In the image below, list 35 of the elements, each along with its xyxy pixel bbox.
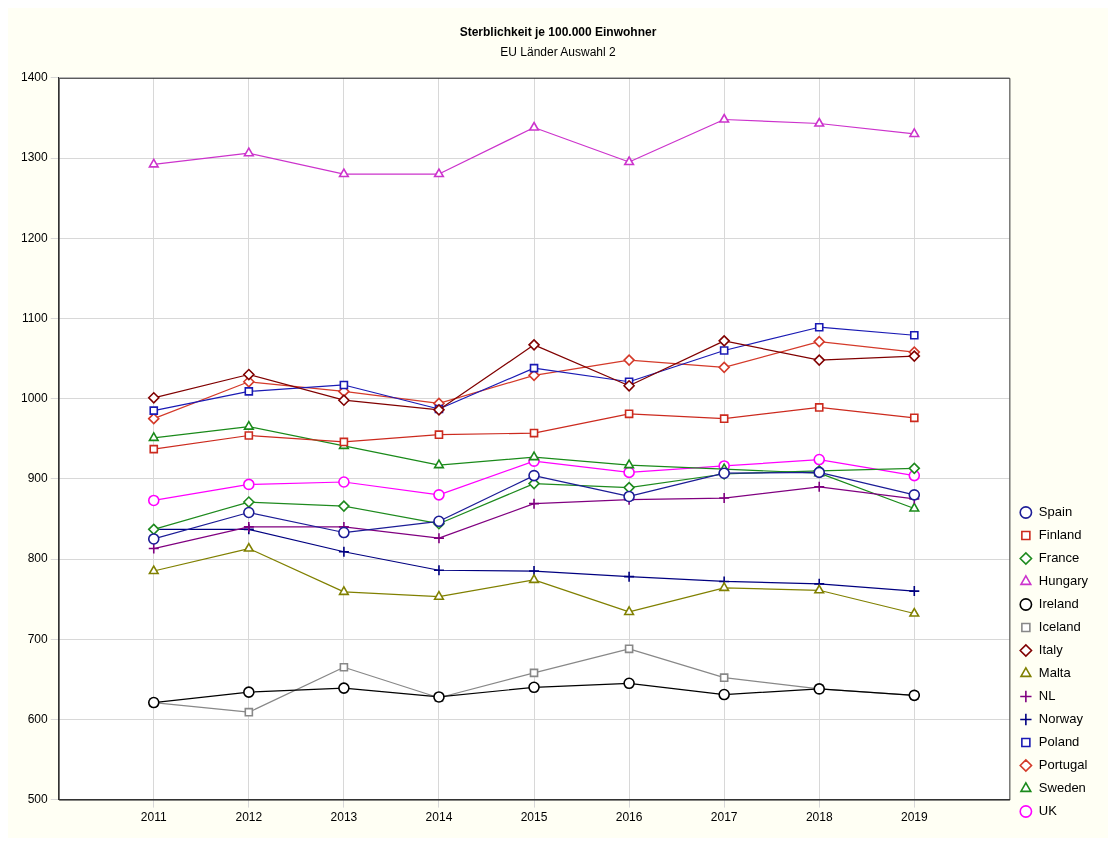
chart-subtitle: EU Länder Auswahl 2 bbox=[500, 44, 617, 59]
x-tick-label: 2013 bbox=[330, 810, 358, 825]
legend-label: Spain bbox=[1038, 504, 1073, 520]
y-tick-label: 1300 bbox=[20, 150, 49, 165]
x-tick-label: 2016 bbox=[615, 810, 643, 825]
y-tick-label: 900 bbox=[27, 471, 49, 486]
x-tick-label: 2011 bbox=[140, 810, 167, 825]
y-tick-label: 500 bbox=[27, 791, 49, 806]
legend-label: NL bbox=[1038, 688, 1056, 704]
y-tick-label: 600 bbox=[27, 711, 49, 726]
y-tick-label: 1100 bbox=[21, 310, 49, 325]
legend-label: Sweden bbox=[1038, 780, 1086, 796]
x-tick-label: 2012 bbox=[235, 810, 263, 825]
y-tick-label: 1000 bbox=[20, 390, 49, 405]
legend-label: France bbox=[1038, 550, 1080, 566]
x-tick-label: 2015 bbox=[520, 810, 548, 825]
x-tick-label: 2019 bbox=[900, 810, 928, 825]
legend-label: Poland bbox=[1038, 734, 1080, 750]
legend-label: Malta bbox=[1038, 665, 1072, 681]
legend-label: Finland bbox=[1038, 527, 1082, 543]
legend-label: Ireland bbox=[1038, 596, 1079, 612]
legend-label: Norway bbox=[1038, 711, 1084, 727]
x-tick-label: 2014 bbox=[425, 810, 453, 825]
x-tick-label: 2018 bbox=[805, 810, 833, 825]
x-tick-label: 2017 bbox=[710, 810, 738, 825]
legend-label: Hungary bbox=[1038, 573, 1089, 589]
y-tick-label: 800 bbox=[27, 551, 49, 566]
legend-label: Portugal bbox=[1038, 757, 1088, 773]
y-tick-label: 1400 bbox=[20, 70, 49, 85]
y-tick-label: 700 bbox=[27, 631, 49, 646]
legend-label: Italy bbox=[1038, 642, 1064, 658]
chart-title: Sterblichkeit je 100.000 Einwohner bbox=[459, 24, 657, 39]
legend-label: UK bbox=[1038, 803, 1058, 819]
legend-label: Iceland bbox=[1038, 619, 1081, 635]
y-tick-label: 1200 bbox=[20, 230, 49, 245]
